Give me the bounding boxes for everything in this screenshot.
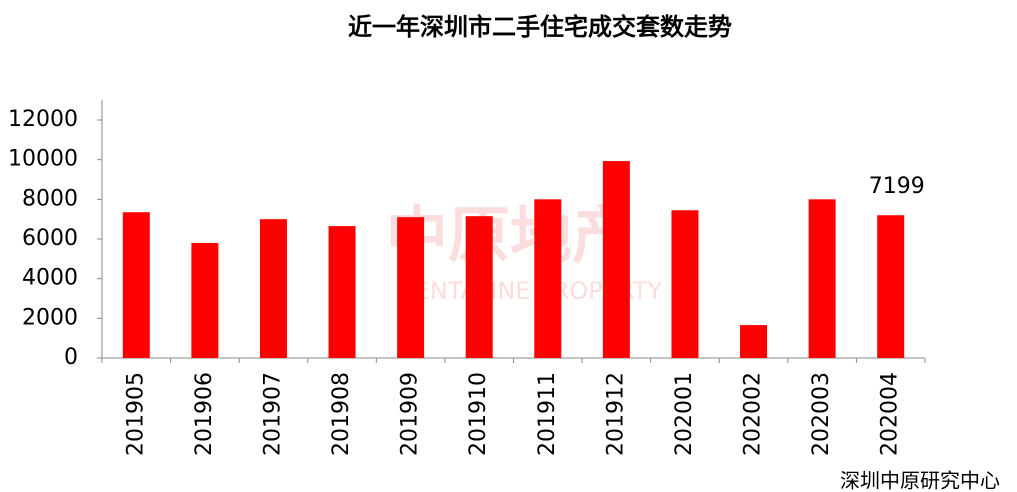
x-tick-label: 201907 xyxy=(260,372,285,456)
x-tick-label: 201909 xyxy=(398,372,423,456)
bar xyxy=(465,216,493,358)
source-note: 深圳中原研究中心 xyxy=(840,469,1000,492)
x-tick-label: 202004 xyxy=(878,372,903,456)
x-tick-label: 202003 xyxy=(809,372,834,456)
x-tick-label: 201905 xyxy=(123,372,148,456)
y-tick-label: 8000 xyxy=(22,186,78,211)
y-tick-label: 6000 xyxy=(22,226,78,251)
bar xyxy=(671,210,699,358)
bar xyxy=(534,199,562,358)
bar xyxy=(602,161,630,358)
bar xyxy=(877,215,905,358)
bar xyxy=(191,242,219,358)
x-tick-label: 201908 xyxy=(329,372,354,456)
value-label: 7199 xyxy=(869,174,925,199)
chart-title: 近一年深圳市二手住宅成交套数走势 xyxy=(348,13,732,41)
y-tick-label: 10000 xyxy=(8,147,78,172)
bar xyxy=(808,199,836,358)
x-tick-label: 202001 xyxy=(672,372,697,456)
y-tick-label: 2000 xyxy=(22,305,78,330)
bar xyxy=(397,217,425,358)
y-tick-label: 12000 xyxy=(8,107,78,132)
x-tick-label: 201911 xyxy=(535,372,560,456)
x-tick-label: 201906 xyxy=(192,372,217,456)
x-tick-label: 201910 xyxy=(466,372,491,456)
bar xyxy=(259,219,287,358)
x-tick-label: 202002 xyxy=(741,372,766,456)
x-tick-label: 201912 xyxy=(603,372,628,456)
bar xyxy=(328,226,356,358)
bar xyxy=(122,212,150,358)
y-tick-label: 0 xyxy=(64,345,78,370)
watermark-cn: 中原地产 xyxy=(386,199,634,272)
y-tick-label: 4000 xyxy=(22,266,78,291)
bar xyxy=(740,325,768,358)
